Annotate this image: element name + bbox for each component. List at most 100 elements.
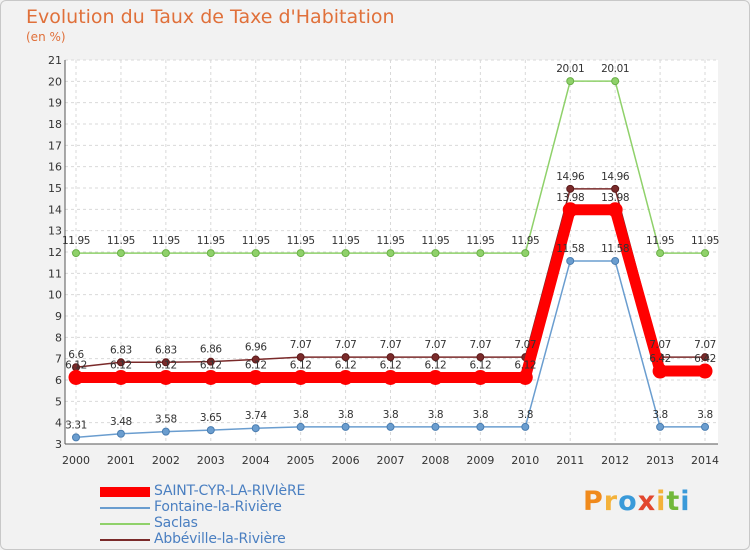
x-tick-label: 2012 xyxy=(601,454,629,467)
y-tick-label: 4 xyxy=(55,417,62,430)
data-point-fontaine-la-rivie-re xyxy=(341,422,350,431)
data-point-saint-cyr-la-rivie-re xyxy=(68,369,84,385)
legend-swatch xyxy=(100,507,150,509)
logo-letter: t xyxy=(666,486,681,517)
data-point-abbe-ville-la-rivie-re xyxy=(386,353,395,362)
data-label-fontaine-la-rivie-re: 3.48 xyxy=(110,416,132,428)
chart-title: Evolution du Taux de Taxe d'Habitation xyxy=(26,6,395,28)
data-label-fontaine-la-rivie-re: 3.8 xyxy=(473,409,489,421)
y-tick-label: 21 xyxy=(48,54,62,67)
data-point-saclas xyxy=(476,249,485,258)
y-tick-label: 3 xyxy=(55,438,62,451)
data-point-saclas xyxy=(701,249,710,258)
data-point-fontaine-la-rivie-re xyxy=(161,427,170,436)
data-label-saclas: 20.01 xyxy=(601,63,629,75)
data-point-saint-cyr-la-rivie-re xyxy=(472,369,488,385)
data-point-saint-cyr-la-rivie-re xyxy=(158,369,174,385)
data-label-abbe-ville-la-rivie-re: 7.07 xyxy=(469,339,491,351)
data-label-saint-cyr-la-rivie-re: 6.12 xyxy=(469,359,491,371)
data-point-saint-cyr-la-rivie-re xyxy=(248,369,264,385)
data-label-abbe-ville-la-rivie-re: 7.07 xyxy=(514,339,536,351)
data-point-fontaine-la-rivie-re xyxy=(296,422,305,431)
data-label-saclas: 11.95 xyxy=(646,235,674,247)
data-label-saclas: 11.95 xyxy=(511,235,539,247)
data-label-fontaine-la-rivie-re: 3.8 xyxy=(428,409,444,421)
data-point-fontaine-la-rivie-re xyxy=(386,422,395,431)
data-point-saint-cyr-la-rivie-re xyxy=(113,369,129,385)
logo-letter: i xyxy=(680,486,691,517)
data-point-fontaine-la-rivie-re xyxy=(72,433,80,442)
proxiti-logo: Proxiti xyxy=(583,486,691,517)
data-label-abbe-ville-la-rivie-re: 7.07 xyxy=(649,339,671,351)
data-point-saint-cyr-la-rivie-re xyxy=(427,369,443,385)
data-point-abbe-ville-la-rivie-re xyxy=(431,353,440,362)
x-tick-label: 2000 xyxy=(62,454,90,467)
data-point-saint-cyr-la-rivie-re xyxy=(607,202,623,218)
data-label-abbe-ville-la-rivie-re: 7.07 xyxy=(335,339,357,351)
data-point-abbe-ville-la-rivie-re xyxy=(251,355,260,364)
logo-letter: o xyxy=(618,486,638,517)
data-label-saint-cyr-la-rivie-re: 13.98 xyxy=(601,192,629,204)
data-point-saint-cyr-la-rivie-re xyxy=(203,369,219,385)
data-label-saint-cyr-la-rivie-re: 6.12 xyxy=(245,359,267,371)
data-label-saint-cyr-la-rivie-re: 6.12 xyxy=(65,359,87,371)
data-point-abbe-ville-la-rivie-re xyxy=(206,357,215,366)
data-label-fontaine-la-rivie-re: 3.65 xyxy=(200,412,222,424)
x-tick-label: 2006 xyxy=(332,454,360,467)
data-label-fontaine-la-rivie-re: 3.8 xyxy=(518,409,534,421)
data-point-saclas xyxy=(116,249,125,258)
y-tick-label: 7 xyxy=(55,353,62,366)
y-tick-label: 10 xyxy=(48,289,62,302)
y-tick-label: 12 xyxy=(48,246,62,259)
data-label-saint-cyr-la-rivie-re: 13.98 xyxy=(556,192,584,204)
legend-label: SAINT-CYR-LA-RIVIèRE xyxy=(154,483,306,499)
chart-subtitle: (en %) xyxy=(26,30,66,44)
data-point-saclas xyxy=(296,249,305,258)
logo-letter: i xyxy=(656,486,667,517)
y-tick-label: 14 xyxy=(48,203,62,216)
data-point-saclas xyxy=(341,249,350,258)
data-label-abbe-ville-la-rivie-re: 7.07 xyxy=(380,339,402,351)
y-tick-label: 19 xyxy=(48,97,62,110)
data-label-abbe-ville-la-rivie-re: 7.07 xyxy=(290,339,312,351)
x-tick-label: 2007 xyxy=(377,454,405,467)
data-label-saint-cyr-la-rivie-re: 6.12 xyxy=(155,359,177,371)
data-label-saint-cyr-la-rivie-re: 6.12 xyxy=(110,359,132,371)
data-point-saint-cyr-la-rivie-re xyxy=(697,363,713,379)
data-point-abbe-ville-la-rivie-re xyxy=(116,358,125,367)
data-point-saclas xyxy=(566,77,575,86)
data-point-abbe-ville-la-rivie-re xyxy=(476,353,485,362)
data-label-saclas: 11.95 xyxy=(376,235,404,247)
data-label-saclas: 11.95 xyxy=(152,235,180,247)
data-label-saclas: 11.95 xyxy=(332,235,360,247)
data-point-abbe-ville-la-rivie-re xyxy=(701,353,710,362)
data-point-saclas xyxy=(521,249,530,258)
legend-swatch xyxy=(100,523,150,525)
x-tick-label: 2001 xyxy=(107,454,135,467)
x-tick-label: 2005 xyxy=(287,454,315,467)
data-point-fontaine-la-rivie-re xyxy=(206,426,215,435)
y-tick-label: 20 xyxy=(48,75,62,88)
data-label-fontaine-la-rivie-re: 3.8 xyxy=(652,409,668,421)
data-point-saclas xyxy=(431,249,440,258)
y-tick-label: 17 xyxy=(48,139,62,152)
x-tick-label: 2002 xyxy=(152,454,180,467)
data-point-saclas xyxy=(72,249,80,258)
y-tick-label: 11 xyxy=(48,267,62,280)
legend-label: Saclas xyxy=(154,515,198,531)
data-label-saclas: 11.95 xyxy=(691,235,719,247)
data-point-saclas xyxy=(611,77,620,86)
data-label-fontaine-la-rivie-re: 3.8 xyxy=(697,409,713,421)
x-tick-label: 2004 xyxy=(242,454,270,467)
logo-letter: P xyxy=(583,486,604,517)
data-label-abbe-ville-la-rivie-re: 6.86 xyxy=(200,344,222,356)
data-label-fontaine-la-rivie-re: 11.58 xyxy=(556,243,584,255)
data-point-saclas xyxy=(656,249,665,258)
data-point-saint-cyr-la-rivie-re xyxy=(517,369,533,385)
y-tick-label: 16 xyxy=(48,161,62,174)
data-label-abbe-ville-la-rivie-re: 6.83 xyxy=(110,344,132,356)
data-point-abbe-ville-la-rivie-re xyxy=(296,353,305,362)
data-label-saint-cyr-la-rivie-re: 6.12 xyxy=(290,359,312,371)
legend-label: Fontaine-la-Rivière xyxy=(154,499,282,515)
